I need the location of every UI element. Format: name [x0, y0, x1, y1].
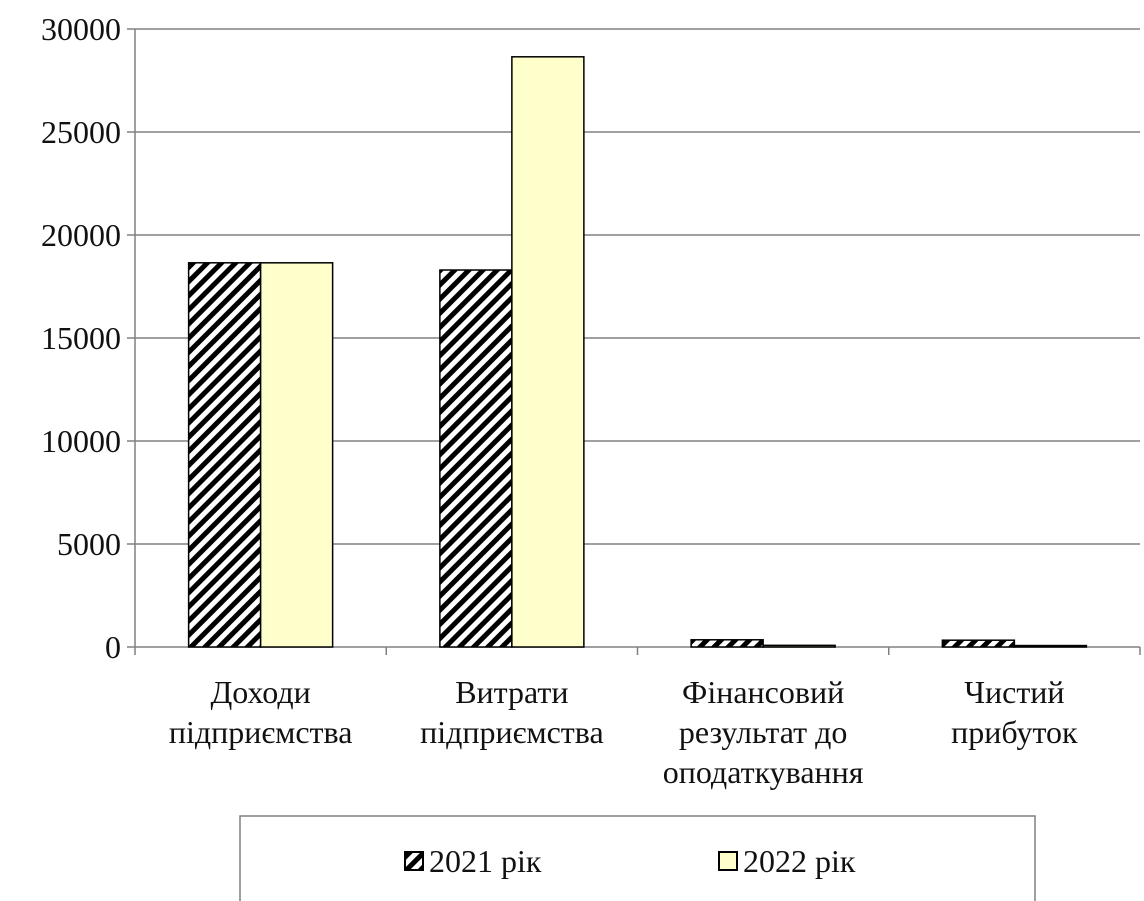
category-label: підприємства	[169, 714, 353, 750]
category-label: Доходи	[210, 674, 310, 710]
legend-label-1: 2022 рік	[743, 843, 856, 879]
category-label: Витрати	[455, 674, 568, 710]
y-tick-label: 25000	[41, 114, 121, 150]
category-label: Фінансовий	[682, 674, 844, 710]
bar-2022-0	[259, 262, 334, 648]
bar-2021-0	[187, 262, 262, 648]
labels: 0 5000 10000 15000 20000 25000 30000 Доходи підп…	[41, 11, 1078, 790]
y-tick-label: 15000	[41, 320, 121, 356]
category-label: оподаткування	[663, 754, 864, 790]
bars	[187, 56, 1088, 648]
y-tick-label: 0	[105, 629, 121, 665]
bar-2021-1	[439, 269, 513, 648]
bar-2022-1	[511, 56, 585, 648]
y-tick-label: 10000	[41, 423, 121, 459]
category-label: прибуток	[951, 714, 1078, 750]
category-label: підприємства	[420, 714, 604, 750]
bar-2022-2	[762, 644, 836, 648]
legend-box	[239, 815, 1036, 901]
legend-label-0: 2021 рік	[429, 843, 542, 879]
legend: 2021 рік 2022 рік	[239, 815, 1036, 901]
y-tick-label: 20000	[41, 217, 121, 253]
y-tick-label: 30000	[41, 11, 121, 47]
y-tick-label: 5000	[57, 526, 121, 562]
bar-2021-3	[941, 639, 1016, 648]
category-label: результат до	[679, 714, 848, 750]
legend-swatch-0	[404, 851, 424, 871]
category-label: Чистий	[964, 674, 1064, 710]
legend-swatch-1	[718, 851, 738, 871]
bar-2022-3	[1013, 644, 1088, 648]
bar-2021-2	[690, 639, 764, 648]
